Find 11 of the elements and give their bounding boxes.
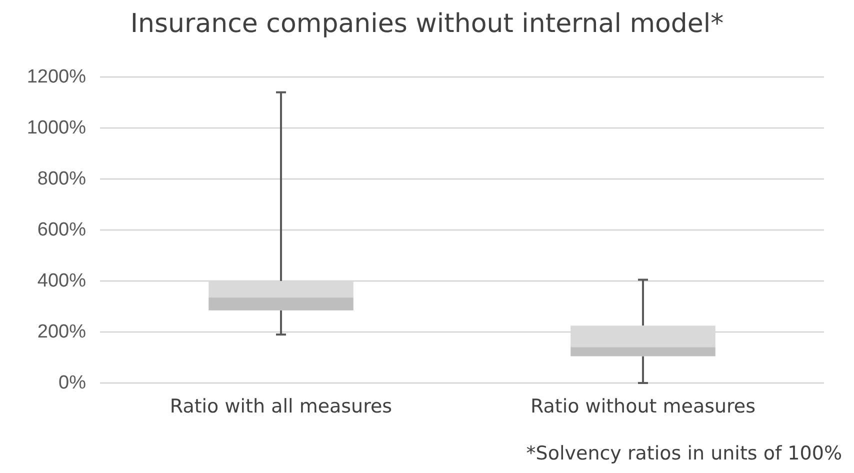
- chart-title: Insurance companies without internal model*: [130, 9, 724, 39]
- text: *Solvency ratios in units of 100%: [526, 442, 842, 464]
- y-tick-label: 400%: [37, 270, 86, 292]
- x-tick-label: Ratio with all measures: [170, 396, 392, 418]
- y-tick-label: 1200%: [26, 66, 86, 88]
- y-tick-label: 0%: [58, 372, 86, 394]
- x-tick-label: Ratio without measures: [530, 396, 756, 418]
- y-tick-label: 800%: [37, 168, 86, 190]
- y-tick-label: 1000%: [26, 118, 86, 138]
- y-tick-label: 600%: [37, 220, 86, 240]
- y-tick-label: 200%: [37, 322, 86, 342]
